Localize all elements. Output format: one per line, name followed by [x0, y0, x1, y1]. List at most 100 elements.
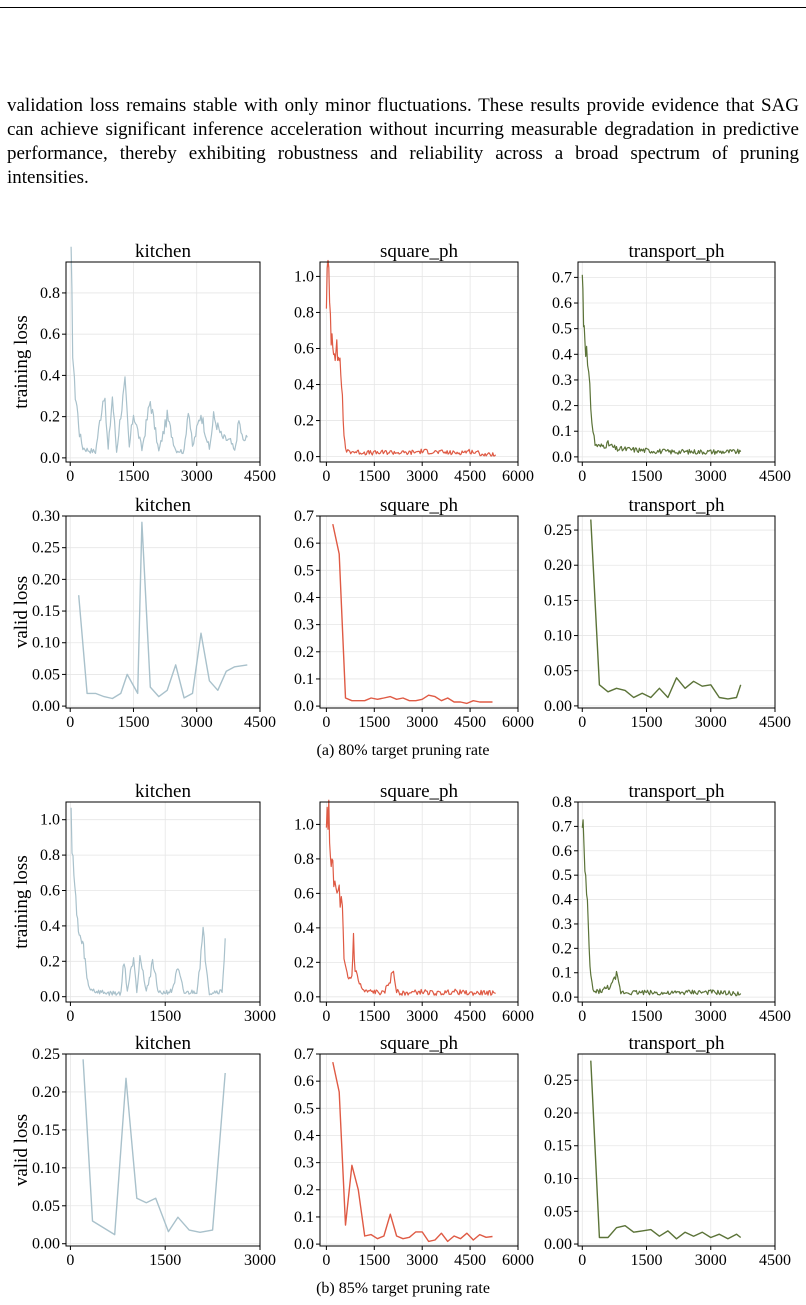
subplot-b-1: 0 1500 3000 4500 6000 0.0 0.2 0.4 0.6 0.8 1.0 squar…: [294, 781, 534, 1025]
x-tick-label: 4500: [244, 714, 276, 731]
series-line-square_ph: [325, 799, 496, 996]
subplot-title: transport_ph: [628, 781, 725, 802]
y-tick-label: 0.8: [552, 794, 572, 811]
y-tick-label: 0.1: [552, 423, 572, 440]
y-tick-label: 0.15: [544, 592, 572, 609]
axes-frame: [577, 515, 776, 709]
y-tick-label: 0.6: [552, 843, 572, 860]
subplot-title: square_ph: [380, 1033, 459, 1054]
x-tick-label: 3000: [406, 714, 438, 731]
y-tick-label: 0.8: [294, 851, 314, 868]
subplot-a-4: 0 1500 3000 4500 6000 0.0 0.1 0.2 0.3 0.4 0.5 0.6 0.…: [294, 495, 534, 731]
y-tick-label: 0.8: [40, 285, 60, 302]
y-tick-label: 0.2: [294, 413, 314, 430]
y-tick-label: 0.0: [294, 1236, 314, 1253]
y-tick-label: 0.4: [294, 377, 314, 394]
y-tick-label: 0.4: [40, 367, 60, 384]
subplot-b-4: 0 1500 3000 4500 6000 0.0 0.1 0.2 0.3 0.4 0.5 0.6 0.…: [294, 1033, 534, 1269]
y-tick-label: 0.25: [544, 522, 572, 539]
x-tick-label: 4500: [759, 1008, 791, 1025]
y-tick-label: 0.1: [294, 1209, 314, 1226]
y-tick-label: 0.05: [32, 666, 60, 683]
x-tick-label: 4500: [759, 1252, 791, 1269]
y-tick-label: 0.3: [294, 1155, 314, 1172]
y-tick-label: 0.00: [544, 698, 572, 715]
axes-frame: [65, 261, 261, 463]
subplot-title: kitchen: [135, 781, 191, 802]
y-tick-label: 0.2: [294, 954, 314, 971]
x-tick-label: 1500: [117, 714, 149, 731]
y-axis-label: training loss: [11, 855, 32, 948]
y-tick-label: 0.1: [294, 671, 314, 688]
x-tick-label: 4500: [759, 714, 791, 731]
x-tick-label: 1500: [631, 1008, 663, 1025]
axes-frame: [65, 801, 261, 1003]
y-tick-label: 0.00: [32, 1236, 60, 1253]
x-tick-label: 3000: [181, 468, 213, 485]
y-tick-label: 0.00: [32, 698, 60, 715]
y-tick-label: 0.4: [294, 1127, 314, 1144]
y-tick-label: 0.0: [40, 989, 60, 1006]
series-line-kitchen: [82, 1059, 226, 1236]
y-tick-label: 0.10: [32, 635, 60, 652]
x-tick-label: 0: [578, 468, 586, 485]
y-tick-label: 0.6: [294, 535, 314, 552]
subplot-a-5: 0 1500 3000 4500 0.00 0.05 0.10 0.15 0.20 0.25 tra…: [544, 495, 791, 731]
y-tick-label: 0.7: [552, 269, 572, 286]
y-tick-label: 1.0: [40, 812, 60, 829]
x-tick-label: 1500: [631, 714, 663, 731]
y-tick-label: 0.0: [40, 450, 60, 467]
x-tick-label: 0: [322, 1008, 330, 1025]
subplot-b-5: 0 1500 3000 4500 0.00 0.05 0.10 0.15 0.20 0.25 tra…: [544, 1033, 791, 1269]
y-tick-label: 0.10: [32, 1160, 60, 1177]
axes-frame: [319, 261, 519, 463]
y-tick-label: 0.25: [32, 1046, 60, 1063]
caption-b: (b) 85% target pruning rate: [316, 1280, 490, 1297]
y-tick-label: 0.6: [294, 1073, 314, 1090]
x-tick-label: 0: [578, 1008, 586, 1025]
x-tick-label: 3000: [244, 1252, 276, 1269]
y-tick-label: 0.0: [294, 698, 314, 715]
subplot-b-2: 0 1500 3000 4500 0.0 0.1 0.2 0.3 0.4 0.5 0.6 0.7 0.8…: [552, 781, 791, 1025]
x-tick-label: 0: [322, 468, 330, 485]
body-paragraph: validation loss remains stable with only…: [7, 95, 799, 188]
x-tick-label: 4500: [454, 1252, 486, 1269]
y-tick-label: 0.20: [32, 1084, 60, 1101]
y-tick-label: 0.2: [40, 953, 60, 970]
series-line-kitchen: [70, 246, 248, 455]
subplot-title: transport_ph: [628, 1033, 725, 1054]
y-tick-label: 0.2: [40, 409, 60, 426]
caption-a: (a) 80% target pruning rate: [316, 742, 490, 759]
subplot-a-2: 0 1500 3000 4500 0.0 0.1 0.2 0.3 0.4 0.5 0.6 0.7 tra…: [552, 241, 791, 485]
axes-frame: [577, 1053, 776, 1247]
subplot-title: square_ph: [380, 241, 459, 262]
series-line-transport_ph: [581, 274, 742, 455]
y-tick-label: 0.15: [32, 603, 60, 620]
x-tick-label: 1500: [149, 1252, 181, 1269]
y-tick-label: 0.00: [544, 1236, 572, 1253]
y-tick-label: 0.3: [552, 372, 572, 389]
x-tick-label: 6000: [502, 1008, 534, 1025]
x-tick-label: 1500: [117, 468, 149, 485]
series-line-square_ph: [332, 1061, 493, 1243]
x-tick-label: 0: [578, 1252, 586, 1269]
subplot-title: kitchen: [135, 1033, 191, 1054]
y-tick-label: 0.05: [544, 663, 572, 680]
x-tick-label: 4500: [244, 468, 276, 485]
x-tick-label: 0: [322, 714, 330, 731]
x-tick-label: 3000: [244, 1008, 276, 1025]
x-tick-label: 3000: [406, 1252, 438, 1269]
x-tick-label: 3000: [695, 1008, 727, 1025]
subplot-title: transport_ph: [628, 241, 725, 262]
y-tick-label: 0.0: [294, 449, 314, 466]
x-tick-label: 0: [66, 1252, 74, 1269]
y-tick-label: 0.20: [32, 571, 60, 588]
y-tick-label: 0.4: [552, 892, 572, 909]
y-tick-label: 0.1: [552, 965, 572, 982]
y-tick-label: 0.30: [32, 508, 60, 525]
x-tick-label: 6000: [502, 714, 534, 731]
y-tick-label: 0.5: [294, 562, 314, 579]
series-line-square_ph: [332, 523, 493, 705]
y-tick-label: 0.5: [552, 321, 572, 338]
